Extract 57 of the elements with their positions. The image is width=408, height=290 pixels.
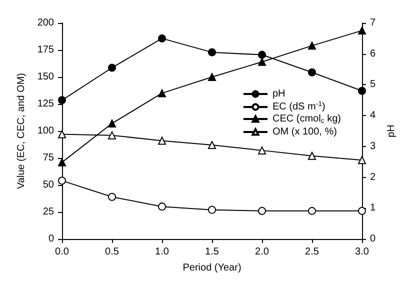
point [208, 73, 216, 81]
point [108, 192, 116, 201]
y2-tick-label: 0 [370, 234, 376, 244]
point [258, 146, 266, 154]
y2-tick-label: 5 [370, 79, 376, 90]
x-tick-label: 3.0 [355, 246, 370, 258]
point [358, 86, 366, 95]
y2-axis-title: pH [386, 124, 397, 138]
point [358, 26, 366, 35]
y-tick-label: 175 [37, 44, 54, 56]
point [108, 119, 116, 128]
point [208, 206, 216, 214]
point [58, 158, 66, 166]
point [108, 131, 116, 140]
x-tick-label: 1.0 [155, 246, 170, 258]
point [258, 58, 266, 66]
point [308, 42, 316, 50]
x-axis-title: Period (Year) [182, 262, 242, 274]
point [108, 64, 116, 72]
y-tick-label: 150 [37, 72, 54, 82]
point [58, 130, 66, 138]
point [308, 68, 316, 76]
y-tick-label: 50 [42, 180, 54, 190]
point [358, 156, 366, 164]
point [308, 152, 316, 160]
x-tick-label: 0.5 [105, 246, 120, 258]
legend-label: pH [272, 88, 286, 100]
y-tick-label: 100 [37, 126, 54, 136]
y-tick-label: 200 [37, 18, 54, 28]
x-tick-label: 2.5 [305, 246, 320, 258]
point [308, 206, 316, 215]
point [208, 141, 216, 150]
x-tick-label: 0.0 [55, 246, 70, 258]
point [158, 136, 166, 145]
point [158, 89, 166, 98]
x-tick-label: 1.5 [205, 246, 220, 258]
y2-tick-label: 1 [370, 202, 376, 214]
y2-tick-label: 4 [370, 110, 376, 122]
y-axis-title: Value (EC, CEC, and OM) [16, 73, 27, 189]
point [358, 206, 366, 215]
x-tick-label: 2.0 [255, 246, 270, 258]
y2-tick-label: 6 [370, 48, 376, 60]
y-tick-label: 0 [48, 234, 54, 244]
point [208, 48, 216, 56]
point [158, 34, 166, 42]
point [258, 50, 266, 59]
y-tick-label: 75 [42, 152, 54, 164]
legend-label: OM (x 100, %) [272, 126, 337, 138]
y2-tick-label: 2 [370, 172, 376, 183]
y2-tick-label: 3 [370, 140, 376, 152]
point [58, 96, 66, 104]
point [158, 202, 166, 211]
y-tick-label: 125 [37, 98, 54, 110]
y-tick-label: 25 [42, 206, 54, 218]
y2-tick-label: 7 [370, 18, 376, 28]
point [58, 176, 66, 185]
point [258, 206, 266, 215]
